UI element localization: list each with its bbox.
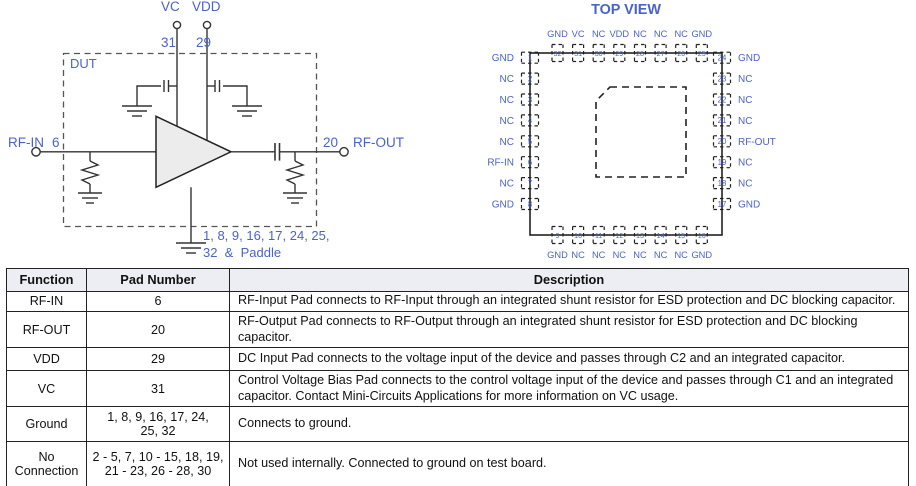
svg-text:24: 24	[718, 54, 727, 63]
svg-text:VC: VC	[572, 29, 585, 39]
svg-text:22: 22	[718, 95, 727, 104]
svg-text:GND: GND	[547, 29, 568, 39]
svg-text:6: 6	[528, 158, 532, 167]
svg-text:GND: GND	[691, 29, 712, 39]
svg-text:VDD: VDD	[192, 0, 221, 14]
svg-text:TOP VIEW: TOP VIEW	[591, 2, 661, 18]
svg-text:31: 31	[161, 35, 176, 50]
svg-text:9: 9	[556, 231, 560, 240]
svg-text:4: 4	[528, 116, 533, 125]
svg-text:29: 29	[615, 49, 623, 58]
svg-text:RF-OUT: RF-OUT	[738, 137, 776, 148]
svg-text:GND: GND	[738, 200, 760, 211]
svg-text:NC: NC	[592, 250, 606, 260]
svg-text:NC: NC	[654, 250, 668, 260]
svg-text:28: 28	[636, 49, 644, 58]
svg-text:23: 23	[718, 74, 727, 83]
svg-text:GND: GND	[492, 53, 514, 64]
svg-text:NC: NC	[674, 250, 688, 260]
svg-text:VC: VC	[161, 0, 180, 14]
svg-text:NC: NC	[500, 137, 514, 148]
svg-text:GND: GND	[691, 250, 712, 260]
svg-text:14: 14	[657, 231, 665, 240]
svg-text:GND: GND	[547, 250, 568, 260]
svg-text:1, 8, 9, 16, 17, 24, 25,: 1, 8, 9, 16, 17, 24, 25,	[203, 228, 329, 243]
svg-text:21: 21	[718, 116, 727, 125]
svg-text:1: 1	[528, 54, 532, 63]
svg-text:6: 6	[52, 135, 60, 150]
svg-text:26: 26	[677, 49, 685, 58]
svg-text:20: 20	[718, 137, 727, 146]
svg-text:3: 3	[528, 95, 532, 104]
svg-text:19: 19	[718, 158, 727, 167]
svg-text:8: 8	[528, 200, 532, 209]
svg-text:13: 13	[636, 231, 644, 240]
svg-text:NC: NC	[738, 74, 752, 85]
svg-text:15: 15	[677, 231, 685, 240]
svg-text:NC: NC	[500, 74, 514, 85]
svg-text:NC: NC	[500, 95, 514, 106]
svg-text:5: 5	[528, 137, 533, 146]
svg-text:VDD: VDD	[609, 29, 629, 39]
svg-text:NC: NC	[500, 116, 514, 127]
svg-text:NC: NC	[633, 250, 647, 260]
svg-text:NC: NC	[613, 250, 627, 260]
svg-text:GND: GND	[492, 200, 514, 211]
svg-text:10: 10	[574, 231, 582, 240]
svg-text:NC: NC	[738, 179, 752, 190]
svg-text:2: 2	[528, 74, 532, 83]
svg-text:DUT: DUT	[70, 56, 97, 71]
svg-text:32: 32	[554, 49, 562, 58]
svg-text:27: 27	[657, 49, 665, 58]
svg-text:12: 12	[615, 231, 623, 240]
svg-text:NC: NC	[500, 179, 514, 190]
svg-text:NC: NC	[571, 250, 585, 260]
svg-text:GND: GND	[738, 53, 760, 64]
svg-text:7: 7	[528, 179, 532, 188]
svg-text:16: 16	[698, 231, 706, 240]
svg-text:NC: NC	[738, 158, 752, 169]
svg-text:29: 29	[196, 35, 211, 50]
svg-text:RF-IN: RF-IN	[487, 158, 514, 169]
svg-text:17: 17	[718, 200, 727, 209]
svg-text:RF-OUT: RF-OUT	[353, 135, 404, 150]
svg-text:20: 20	[323, 135, 338, 150]
svg-text:30: 30	[595, 49, 603, 58]
svg-text:NC: NC	[592, 29, 606, 39]
svg-text:NC: NC	[674, 29, 688, 39]
svg-text:18: 18	[718, 179, 727, 188]
svg-text:31: 31	[574, 49, 582, 58]
svg-text:NC: NC	[738, 95, 752, 106]
svg-text:NC: NC	[633, 29, 647, 39]
svg-text:11: 11	[595, 231, 602, 240]
svg-text:25: 25	[698, 49, 706, 58]
svg-text:NC: NC	[738, 116, 752, 127]
svg-text:32 & Paddle: 32 & Paddle	[203, 245, 281, 260]
svg-text:NC: NC	[654, 29, 668, 39]
